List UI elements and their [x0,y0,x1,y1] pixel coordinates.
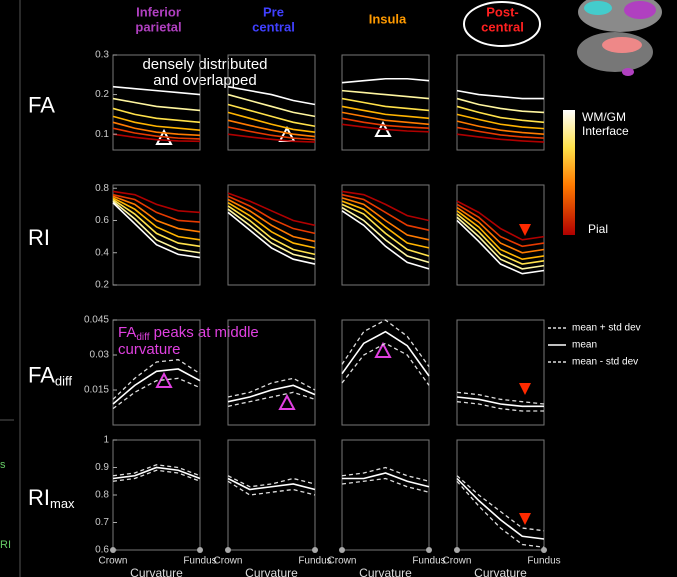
figure: s RI WM/GM Interface Pial densely distri… [0,0,677,577]
y-tick-label: 0.015 [84,385,109,396]
annotation: curvature [118,341,181,358]
x-tick-label: Crown [328,556,357,567]
axis-dot [312,547,318,553]
annotation: peaks at middle [150,324,259,341]
y-tick-label: 0.8 [95,183,109,194]
y-axis-label: FA [28,362,55,387]
annotation: FA [118,324,136,341]
x-axis-label: Curvature [130,566,183,577]
y-axis-label: max [50,496,75,511]
y-tick-label: 0.4 [95,247,109,258]
x-tick-label: Crown [99,556,128,567]
brain-region [602,37,642,53]
axis-dot [541,547,547,553]
sidebar-text: s [0,459,6,471]
x-tick-label: Crown [443,556,472,567]
column-title: central [252,19,295,34]
column-title: Insula [369,11,407,26]
column-title: Pre [263,4,284,19]
y-tick-label: 0.9 [95,462,109,473]
y-tick-label: 0.7 [95,517,109,528]
y-tick-label: 0.6 [95,545,109,556]
x-axis-label: Curvature [245,566,298,577]
y-axis-label: RI [28,225,50,250]
axis-dot [454,547,460,553]
annotation: densely distributed [142,56,267,73]
axis-dot [197,547,203,553]
y-tick-label: 0.3 [95,50,109,61]
column-title: Post- [486,4,519,19]
y-axis-label: FA [28,92,55,117]
y-axis-label: diff [55,374,72,389]
y-axis-label: RI [28,225,50,250]
x-tick-label: Fundus [412,556,445,567]
x-tick-label: Fundus [183,556,216,567]
axis-dot [110,547,116,553]
sidebar-text: RI [0,539,11,551]
brain-region [622,68,634,76]
x-axis-label: Curvature [359,566,412,577]
x-axis-label: Curvature [474,566,527,577]
colorbar-label: Pial [588,222,608,236]
y-tick-label: 0.1 [95,129,109,140]
legend-label: mean [572,340,597,351]
brain-region [584,1,612,15]
y-tick-label: 0.2 [95,280,109,291]
y-tick-label: 0.2 [95,89,109,100]
colorbar-label: WM/GM [582,110,626,124]
column-title: Inferior [136,4,181,19]
column-title: central [481,19,524,34]
brain-region [624,1,656,19]
legend-label: mean - std dev [572,357,638,368]
legend-label: mean + std dev [572,323,641,334]
colorbar-label: Interface [582,124,629,138]
axis-dot [426,547,432,553]
axis-dot [225,547,231,553]
y-tick-label: 0.03 [90,350,110,361]
annotation: and overlapped [153,72,256,89]
x-tick-label: Crown [214,556,243,567]
y-tick-label: 0.8 [95,490,109,501]
colorbar [563,110,575,235]
y-tick-label: 1 [103,435,109,446]
axis-dot [339,547,345,553]
y-axis-label: FA [28,92,55,117]
y-axis-label: RI [28,485,50,510]
y-tick-label: 0.6 [95,215,109,226]
x-tick-label: Fundus [527,556,560,567]
column-title: parietal [135,19,181,34]
y-tick-label: 0.045 [84,315,109,326]
